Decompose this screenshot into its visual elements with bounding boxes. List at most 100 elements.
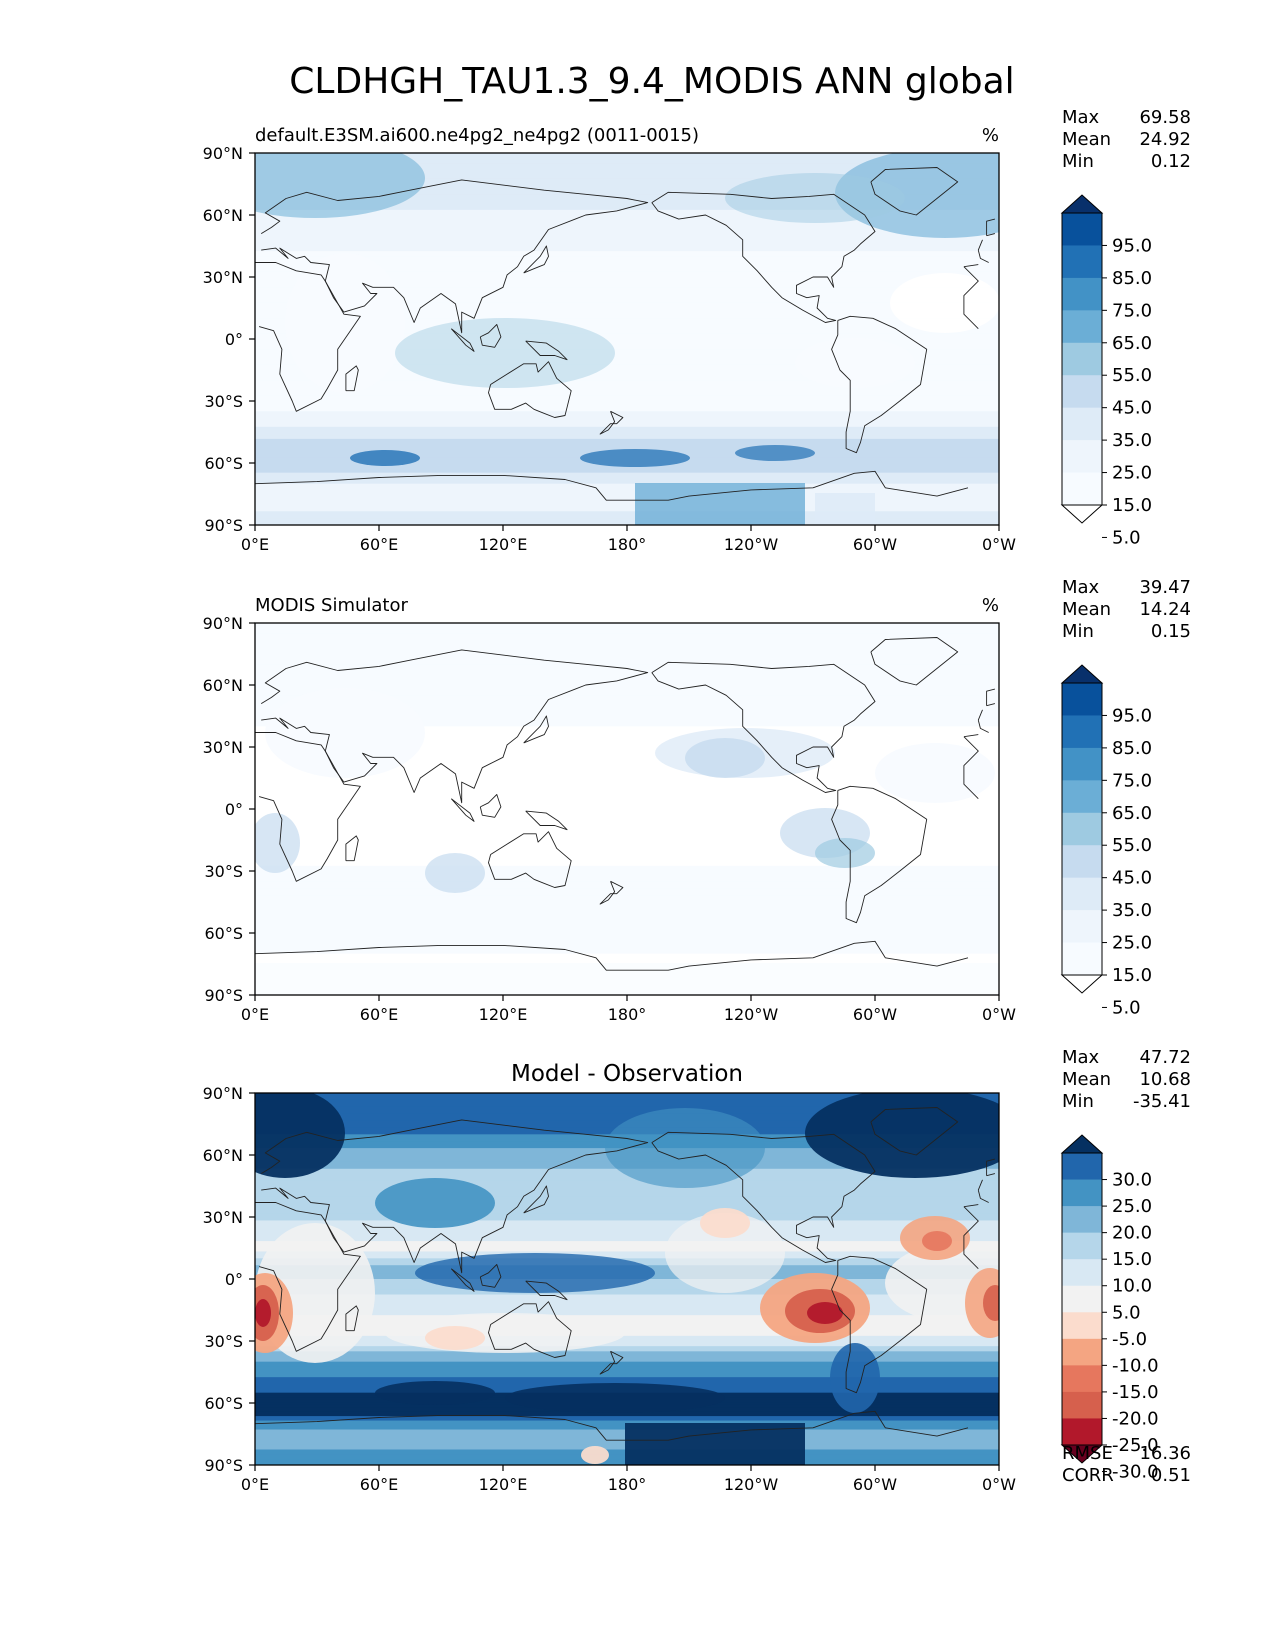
stat-mean-value: 24.92 (1139, 129, 1191, 150)
lon-tick-label: 120°W (724, 1475, 779, 1494)
stat-mean-value: 14.24 (1139, 599, 1191, 620)
panel-units: % (982, 595, 999, 616)
colorbar-segment (1062, 440, 1102, 474)
lon-tick-label: 60°W (853, 1005, 897, 1024)
stat-mean-label: Mean (1062, 129, 1111, 150)
lon-tick-label: 0°E (241, 1005, 269, 1024)
colorbar-tick-label: 5.0 (1112, 997, 1141, 1018)
colorbar-tick-label: -25.0 (1112, 1435, 1159, 1456)
colorbar-segment (1062, 245, 1102, 279)
lat-tick-label: 30°N (203, 738, 243, 757)
colorbar-segment (1062, 910, 1102, 944)
colorbar-tick-label: 45.0 (1112, 398, 1152, 419)
coastlines (255, 1107, 996, 1441)
panel-center-title: Model - Observation (511, 1061, 743, 1087)
map-field (255, 1093, 999, 1465)
colorbar-segment (1062, 1206, 1102, 1234)
panel-test: default.E3SM.ai600.ne4pg2_ne4pg2 (0011-0… (203, 107, 1191, 554)
stats-box: Max 39.47 Mean 14.24 Min 0.15 (1062, 577, 1191, 642)
colorbar-tick-label: -5.0 (1112, 1329, 1147, 1350)
colorbar-tick-label: 15.0 (1112, 495, 1152, 516)
lat-tick-label: 60°N (203, 1146, 243, 1165)
colorbar-segment (1062, 342, 1102, 376)
colorbar-segment (1062, 812, 1102, 846)
colorbar-segment (1062, 213, 1102, 246)
colorbar-tick-label: 15.0 (1112, 965, 1152, 986)
lat-tick-label: 90°S (204, 516, 243, 535)
footer-stats: RMSE 16.36 CORR 0.51 (1062, 1443, 1191, 1486)
lon-tick-label: 0°W (982, 535, 1016, 554)
lat-tick-label: 0° (225, 330, 243, 349)
stat-max-value: 47.72 (1139, 1047, 1191, 1068)
colorbar-tick-label: 25.0 (1112, 463, 1152, 484)
colorbar-tick-label: 85.0 (1112, 738, 1152, 759)
lat-tick-label: 90°N (203, 144, 243, 163)
anomaly-patches (255, 1093, 999, 1465)
colorbar-segment (1062, 375, 1102, 409)
lon-tick-label: 60°W (853, 1475, 897, 1494)
lat-tick-label: 30°S (204, 1332, 243, 1351)
lon-tick-label: 120°E (479, 1475, 528, 1494)
rmse-label: RMSE (1062, 1443, 1113, 1464)
colorbar-segment (1062, 1153, 1102, 1181)
panel-reference: MODIS Simulator % 0°E 60°E 120°E 180° 120°W 6… (203, 577, 1191, 1024)
colorbar-segment (1062, 1418, 1102, 1446)
corr-label: CORR (1062, 1465, 1114, 1486)
lat-tick-label: 60°S (204, 454, 243, 473)
colorbar-tick-label: 55.0 (1112, 365, 1152, 386)
panel-left-title: default.E3SM.ai600.ne4pg2_ne4pg2 (0011-0… (255, 125, 699, 146)
stats-box: Max 47.72 Mean 10.68 Min -35.41 (1062, 1047, 1191, 1112)
lat-tick-label: 60°N (203, 206, 243, 225)
colorbar-segment (1062, 1232, 1102, 1260)
figure-title: CLDHGH_TAU1.3_9.4_MODIS ANN global (289, 61, 1014, 102)
colorbar-segment (1062, 1365, 1102, 1393)
stat-mean-label: Mean (1062, 1069, 1111, 1090)
colorbar-tick-label: 15.0 (1112, 1249, 1152, 1270)
colorbar-segment (1062, 683, 1102, 716)
lon-tick-label: 60°E (360, 535, 398, 554)
lon-tick-label: 60°W (853, 535, 897, 554)
colorbar-segment (1062, 277, 1102, 311)
lon-tick-label: 120°W (724, 1005, 779, 1024)
stat-max-label: Max (1062, 107, 1100, 128)
panel-diff: Model - Observation (203, 1047, 1191, 1494)
stat-max-label: Max (1062, 577, 1100, 598)
colorbar: 30.0 25.0 20.0 15.0 10.0 5.0 -5.0 -10.0 -15.0 -20… (1060, 1134, 1159, 1483)
colorbar-extend-top (1060, 1134, 1104, 1154)
colorbar-tick-label: 25.0 (1112, 1196, 1152, 1217)
colorbar-tick-label: 95.0 (1112, 235, 1152, 256)
colorbar-tick-label: -10.0 (1112, 1355, 1159, 1376)
lat-tick-label: 30°N (203, 1208, 243, 1227)
lon-tick-label: 180° (608, 1475, 647, 1494)
lon-tick-label: 120°E (479, 1005, 528, 1024)
colorbar: 95.0 85.0 75.0 65.0 55.0 45.0 35.0 25.0 15.0 5.0 (1060, 664, 1152, 1018)
colorbar-tick-label: 85.0 (1112, 268, 1152, 289)
colorbar-tick-label: 65.0 (1112, 333, 1152, 354)
colorbar-tick-label: 95.0 (1112, 705, 1152, 726)
colorbar-segment (1062, 407, 1102, 441)
lon-tick-label: 0°E (241, 535, 269, 554)
colorbar-extend-top (1060, 664, 1104, 684)
colorbar-tick-label: 35.0 (1112, 900, 1152, 921)
coastlines (255, 167, 996, 501)
lat-tick-label: 30°N (203, 268, 243, 287)
colorbar-tick-label: 10.0 (1112, 1276, 1152, 1297)
colorbar-tick-label: -20.0 (1112, 1408, 1159, 1429)
colorbar-segment (1062, 877, 1102, 911)
lon-tick-label: 120°E (479, 535, 528, 554)
colorbar-extend-bottom (1060, 974, 1104, 994)
colorbar-segment (1062, 310, 1102, 344)
colorbar-segment (1062, 472, 1102, 506)
lat-tick-label: 60°S (204, 1394, 243, 1413)
lon-tick-label: 0°W (982, 1475, 1016, 1494)
lat-tick-label: 90°N (203, 1084, 243, 1103)
stat-min-value: 0.15 (1151, 621, 1191, 642)
colorbar-tick-label: 65.0 (1112, 803, 1152, 824)
zonal-bands (255, 623, 999, 995)
map-field (255, 623, 999, 995)
colorbar-tick-label: 45.0 (1112, 868, 1152, 889)
colorbar-segment (1062, 1391, 1102, 1419)
colorbar-tick-label: -15.0 (1112, 1382, 1159, 1403)
stat-max-label: Max (1062, 1047, 1100, 1068)
lat-tick-label: 60°S (204, 924, 243, 943)
